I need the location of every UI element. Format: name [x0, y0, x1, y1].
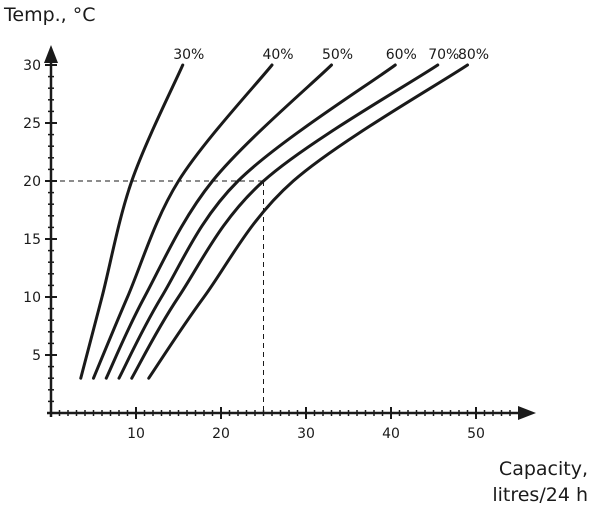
labels: 10 20 30 40 50 5 10 15 20 25 30 30% 40% 50% 60% 70%80% [23, 47, 489, 442]
y-axis-arrow [44, 45, 58, 63]
x-tick-label: 10 [127, 426, 145, 442]
x-axis-label-line1: Capacity, [498, 458, 588, 480]
curve-40-percent [92, 63, 274, 380]
x-tick-label: 40 [382, 426, 400, 442]
curves [79, 63, 469, 380]
series-label: 70% [428, 47, 459, 63]
x-tick-label: 30 [297, 426, 315, 442]
curve-60-percent [117, 63, 397, 380]
x-axis-label-line2: litres/24 h [492, 484, 588, 506]
series-label: 80% [458, 47, 489, 63]
guide-lines [51, 180, 264, 413]
curve-80-percent [147, 63, 469, 380]
series-label: 40% [262, 47, 293, 63]
x-tick-label: 50 [467, 426, 485, 442]
y-tick-label: 25 [23, 116, 41, 132]
y-tick-label: 10 [23, 290, 41, 306]
curve-50-percent [104, 63, 333, 380]
series-label: 50% [322, 47, 353, 63]
y-axis-label: Temp., °C [4, 4, 96, 26]
series-label: 30% [173, 47, 204, 63]
x-tick-label: 20 [212, 426, 230, 442]
curve-70-percent [130, 63, 440, 380]
axes [44, 45, 536, 420]
y-tick-label: 15 [23, 232, 41, 248]
x-axis-arrow [518, 406, 536, 420]
y-tick-label: 20 [23, 174, 41, 190]
series-label: 60% [386, 47, 417, 63]
y-tick-label: 5 [32, 348, 41, 364]
curve-30-percent [79, 63, 185, 380]
y-tick-label: 30 [23, 58, 41, 74]
